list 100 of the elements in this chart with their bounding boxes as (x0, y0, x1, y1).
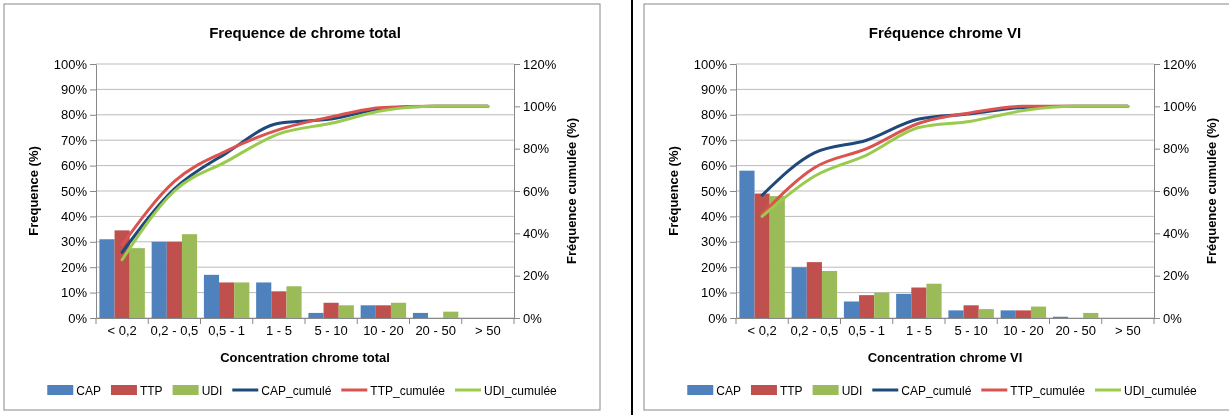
y-tick-label: 30% (60, 234, 88, 250)
bar (1083, 312, 1099, 318)
bar (769, 196, 785, 318)
y-tick-label: 10% (60, 285, 88, 301)
y-tick-label: 60% (700, 158, 728, 174)
bar (390, 302, 407, 318)
y2-tick-label: 80% (523, 141, 550, 157)
x-tick-label: 1 - 5 (905, 323, 932, 339)
bar (151, 241, 167, 318)
chart-title: Frequence de chrome total (209, 24, 401, 41)
y2-tick-label: 100% (523, 98, 557, 114)
bar (806, 262, 822, 318)
y2-tick-label: 120% (523, 56, 557, 72)
x-tick-label: 10 - 20 (1003, 323, 1044, 339)
bar (978, 309, 994, 318)
bar (443, 311, 459, 318)
bar (114, 230, 130, 318)
y2-tick-label: 20% (1163, 268, 1190, 284)
bar (843, 301, 860, 318)
y2-tick-label: 120% (1163, 56, 1197, 72)
legend-label: TTP_cumulée (370, 384, 446, 398)
x-tick-label: < 0,2 (747, 323, 777, 339)
y2-tick-label: 40% (1163, 225, 1190, 241)
bar (948, 310, 964, 318)
x-tick-label: 0,2 - 0,5 (790, 323, 839, 339)
bar (375, 305, 391, 318)
y-axis-title: Frequence (%) (26, 146, 41, 236)
legend-label: TTP_cumulée (1010, 384, 1086, 398)
y-tick-label: 50% (700, 183, 728, 199)
bar (926, 283, 942, 318)
bar (129, 248, 145, 318)
legend-label: UDI (841, 384, 863, 398)
y-tick-label: 20% (60, 259, 88, 275)
bar (203, 274, 220, 318)
y-tick-label: 40% (700, 209, 728, 225)
y2-tick-label: 0% (1163, 310, 1183, 326)
y-tick-label: 100% (693, 56, 728, 72)
y2-tick-label: 20% (523, 268, 550, 284)
bar (99, 239, 115, 318)
bar (181, 234, 198, 318)
y-tick-label: 20% (700, 259, 728, 275)
legend-label: CAP (76, 384, 101, 398)
bar (323, 302, 339, 318)
y2-tick-label: 100% (1163, 98, 1197, 114)
y-tick-label: 0% (68, 310, 88, 326)
legend-label: TTP (139, 384, 163, 398)
legend-label: UDI_cumulée (1124, 384, 1198, 398)
y-tick-label: 100% (53, 56, 88, 72)
bar (739, 170, 755, 318)
bar (271, 291, 287, 318)
y2-tick-label: 40% (523, 225, 550, 241)
bar (234, 282, 250, 318)
legend-label: CAP_cumulé (261, 384, 332, 398)
x-tick-label: 0,2 - 0,5 (150, 323, 199, 339)
x-axis-title: Concentration chrome VI (867, 350, 1023, 365)
bar (874, 292, 890, 318)
x-tick-label: > 50 (475, 323, 501, 339)
y-tick-label: 70% (60, 132, 88, 148)
y2-tick-label: 60% (1163, 183, 1190, 199)
y-tick-label: 40% (60, 209, 88, 225)
x-tick-label: 1 - 5 (265, 323, 292, 339)
bar (286, 286, 302, 318)
bar (791, 267, 807, 318)
legend-label: CAP (716, 384, 741, 398)
y-tick-label: 10% (700, 285, 728, 301)
y-tick-label: 90% (60, 82, 88, 98)
bar (896, 293, 912, 318)
y-tick-label: 60% (60, 158, 88, 174)
legend-label: CAP_cumulé (901, 384, 972, 398)
chart-title: Fréquence chrome VI (868, 24, 1022, 41)
bar (412, 312, 429, 318)
x-tick-label: 20 - 50 (1055, 323, 1096, 339)
bar (360, 305, 376, 318)
bar (219, 282, 235, 318)
bar (963, 305, 979, 318)
y2-tick-label: 60% (523, 183, 550, 199)
y-tick-label: 50% (60, 183, 88, 199)
bar (1015, 310, 1031, 318)
bar (754, 193, 770, 318)
x-tick-label: > 50 (1115, 323, 1141, 339)
bar (256, 282, 272, 318)
legend-label: UDI (201, 384, 223, 398)
x-tick-label: 20 - 50 (415, 323, 456, 339)
x-tick-label: 5 - 10 (954, 323, 988, 339)
y-tick-label: 0% (708, 310, 728, 326)
y2-axis-title: Fréquence cumulée (%) (564, 118, 579, 264)
y-tick-label: 30% (700, 234, 728, 250)
y2-axis-title: Fréquence cumulée (%) (1204, 118, 1219, 264)
x-tick-label: 0,5 - 1 (848, 323, 886, 339)
y-tick-label: 80% (700, 107, 728, 123)
bar (1030, 306, 1047, 318)
y-tick-label: 70% (700, 132, 728, 148)
x-tick-label: < 0,2 (107, 323, 137, 339)
bar (1000, 310, 1016, 318)
y-tick-label: 90% (700, 82, 728, 98)
x-tick-label: 5 - 10 (314, 323, 348, 339)
y-tick-label: 80% (60, 107, 88, 123)
bar (821, 271, 838, 318)
x-tick-label: 0,5 - 1 (208, 323, 246, 339)
y2-tick-label: 0% (523, 310, 543, 326)
